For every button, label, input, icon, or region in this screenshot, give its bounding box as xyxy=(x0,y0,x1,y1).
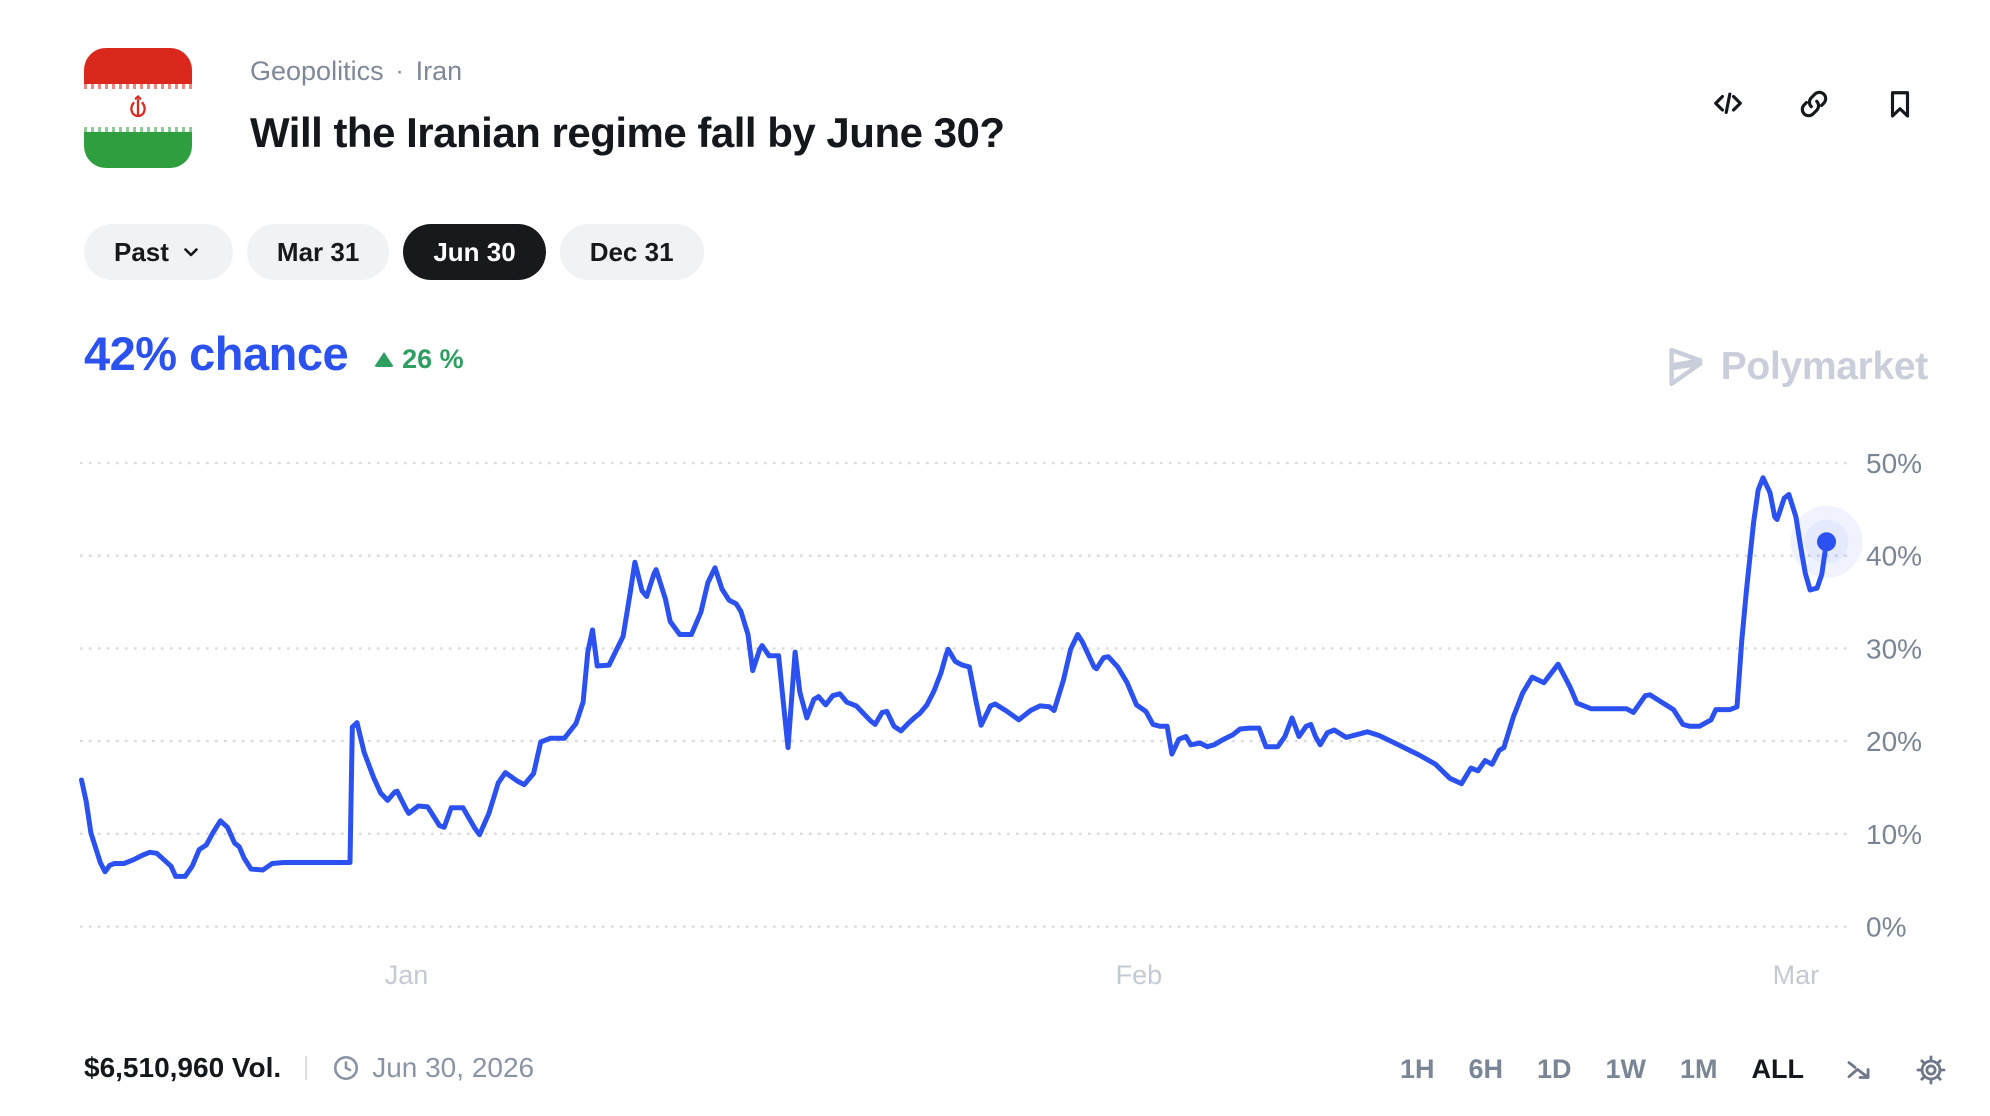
current-point-dot xyxy=(1817,532,1837,552)
market-thumbnail-iran-flag xyxy=(84,48,192,168)
flag-pattern-strip xyxy=(84,127,192,132)
past-dropdown-label: Past xyxy=(114,236,169,267)
chevron-down-icon xyxy=(184,248,198,257)
timeframe-1w[interactable]: 1W xyxy=(1604,1050,1649,1089)
x-axis-label: Feb xyxy=(1116,960,1163,990)
chart-controls: 1H 6H 1D 1W 1M ALL xyxy=(1398,1050,1950,1089)
outcome-pill-row: Past Mar 31 Jun 30 Dec 31 xyxy=(84,224,704,280)
up-triangle-icon xyxy=(374,352,395,367)
breadcrumb: Geopolitics · Iran xyxy=(250,56,1005,87)
y-axis-label: 30% xyxy=(1866,633,1922,664)
current-price-row: 42% chance 26 % xyxy=(84,326,464,381)
polymarket-logo-icon xyxy=(1669,347,1703,387)
timeframe-1h[interactable]: 1H xyxy=(1398,1050,1437,1089)
watermark-brand-text: Polymarket xyxy=(1720,345,1929,388)
resolution-date: Jun 30, 2026 xyxy=(372,1052,535,1083)
y-axis-label: 0% xyxy=(1866,912,1906,943)
flag-red-band xyxy=(84,48,192,84)
advanced-chart-button[interactable] xyxy=(1840,1051,1878,1089)
market-title: Will the Iranian regime fall by June 30? xyxy=(250,109,1005,156)
timeframe-1m[interactable]: 1M xyxy=(1678,1050,1720,1089)
timeframe-all[interactable]: ALL xyxy=(1750,1050,1806,1089)
y-axis-label: 40% xyxy=(1866,541,1922,572)
breadcrumb-category[interactable]: Geopolitics xyxy=(250,56,384,86)
gear-icon xyxy=(1916,1055,1946,1084)
embed-code-button[interactable] xyxy=(1708,84,1748,124)
outcome-pill-dec31[interactable]: Dec 31 xyxy=(559,224,704,280)
past-outcomes-dropdown[interactable]: Past xyxy=(84,224,233,280)
link-icon xyxy=(1800,90,1828,118)
price-change-value: 26 % xyxy=(402,344,464,374)
x-axis-label: Jan xyxy=(385,960,429,990)
timeframe-1d[interactable]: 1D xyxy=(1535,1050,1574,1089)
x-axis-label: Mar xyxy=(1773,960,1820,990)
chance-value: 42% chance xyxy=(84,327,349,380)
meta-divider xyxy=(305,1056,308,1080)
y-axis-label: 50% xyxy=(1866,448,1922,479)
outcome-pill-mar31[interactable]: Mar 31 xyxy=(246,224,390,280)
bookmark-icon xyxy=(1890,91,1910,118)
y-axis-label: 10% xyxy=(1866,819,1922,850)
breadcrumb-separator: · xyxy=(395,57,404,85)
flag-pattern-strip xyxy=(84,84,192,89)
y-axis-label: 20% xyxy=(1866,726,1922,757)
clock-icon xyxy=(331,1053,361,1083)
price-change-badge: 26 % xyxy=(374,344,464,381)
volume-text: $6,510,960 Vol. xyxy=(84,1052,282,1083)
polymarket-watermark: Polymarket xyxy=(1662,344,1928,390)
flag-white-band xyxy=(84,84,192,132)
price-line xyxy=(79,475,1829,879)
breadcrumb-subcategory[interactable]: Iran xyxy=(415,56,463,86)
chart-settings-button[interactable] xyxy=(1912,1051,1950,1089)
copy-link-button[interactable] xyxy=(1794,84,1834,124)
outcome-pill-jun30[interactable]: Jun 30 xyxy=(403,224,546,280)
bookmark-button[interactable] xyxy=(1880,84,1920,124)
code-embed-icon xyxy=(1714,92,1742,114)
timeframe-6h[interactable]: 6H xyxy=(1466,1050,1505,1089)
iran-emblem-icon xyxy=(130,95,146,118)
market-meta-row: $6,510,960 Vol. Jun 30, 2026 xyxy=(84,1052,534,1084)
diagonal-arrow-icon xyxy=(1847,1060,1870,1079)
flag-green-band xyxy=(84,132,192,168)
